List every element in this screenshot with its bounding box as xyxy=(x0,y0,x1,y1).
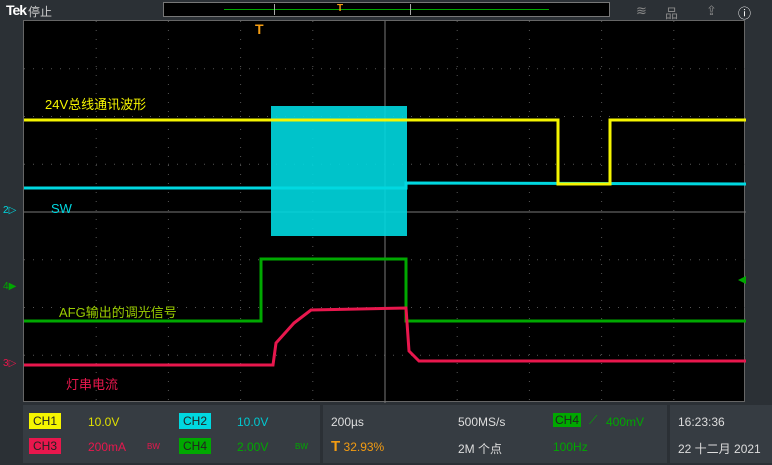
ch3-scale[interactable]: 200mA xyxy=(88,440,127,454)
export-icon[interactable]: ⇪ xyxy=(706,3,717,18)
ch4-bw-icon: BW xyxy=(295,442,308,451)
trigger-frequency: 100Hz xyxy=(553,440,588,454)
wifi-icon[interactable]: ≋ xyxy=(636,3,647,18)
ch1-label[interactable]: 24V总线通讯波形 xyxy=(45,97,147,112)
waveform-display[interactable]: T 24V总线通讯波形 SW AFG输出的调光信号 灯串电流 xyxy=(23,20,747,403)
ch1-trace xyxy=(24,118,746,186)
ch3-label[interactable]: 灯串电流 xyxy=(66,377,119,392)
trigger-source-badge[interactable]: CH4 xyxy=(553,413,582,427)
horizontal-scale[interactable]: 200µs xyxy=(331,415,364,429)
trigger-position-icon: T xyxy=(337,3,344,14)
date: 22 十二月 2021 xyxy=(678,442,761,456)
trigger-level[interactable]: 400mV xyxy=(606,415,645,429)
ch3-trace xyxy=(24,306,746,367)
time: 16:23:36 xyxy=(678,415,725,429)
acquisition-state[interactable]: 停止 xyxy=(28,5,53,19)
ch2-burst xyxy=(271,106,407,236)
trigger-position[interactable]: T 32.93% xyxy=(331,438,385,455)
ch4-badge[interactable]: CH4 xyxy=(179,438,212,454)
ch1-scale[interactable]: 10.0V xyxy=(88,415,120,429)
top-bar: Tek 停止 T ≋ 品 ⇪ ⓘ xyxy=(0,0,772,21)
trigger-position-marker[interactable]: T xyxy=(255,21,264,37)
ch2-marker[interactable]: 2▷ xyxy=(3,205,17,216)
ch4-label[interactable]: AFG输出的调光信号 xyxy=(59,305,177,320)
sample-rate[interactable]: 500MS/s xyxy=(458,415,506,429)
ch2-badge[interactable]: CH2 xyxy=(179,413,212,429)
status-bar: CH1 10.0V CH2 10.0V CH3 200mA BW CH4 2.0… xyxy=(23,405,772,463)
ch4-trace xyxy=(24,257,746,323)
record-length[interactable]: 2M 个点 xyxy=(458,442,503,456)
tek-logo: Tek xyxy=(6,2,27,18)
channel-marker-bar: 2▷ 4▶ 3▷ xyxy=(0,20,22,402)
right-ch4-level-marker xyxy=(738,276,746,284)
ch4-marker[interactable]: 4▶ xyxy=(3,281,17,292)
ch3-marker[interactable]: 3▷ xyxy=(3,358,17,369)
ch1-badge[interactable]: CH1 xyxy=(29,413,62,429)
rising-edge-icon: ⟋ xyxy=(589,413,598,427)
graticule-and-traces xyxy=(24,21,747,403)
ch2-label[interactable]: SW xyxy=(51,201,72,216)
ch3-bw-icon: BW xyxy=(147,442,160,451)
network-icon[interactable]: 品 xyxy=(665,6,679,21)
ch2-scale[interactable]: 10.0V xyxy=(237,415,269,429)
waveform-overview[interactable]: T xyxy=(163,2,610,17)
ch3-badge[interactable]: CH3 xyxy=(29,438,62,454)
view-bracket xyxy=(274,4,411,15)
ch4-scale[interactable]: 2.00V xyxy=(237,440,269,454)
help-icon[interactable]: ⓘ xyxy=(738,6,752,21)
